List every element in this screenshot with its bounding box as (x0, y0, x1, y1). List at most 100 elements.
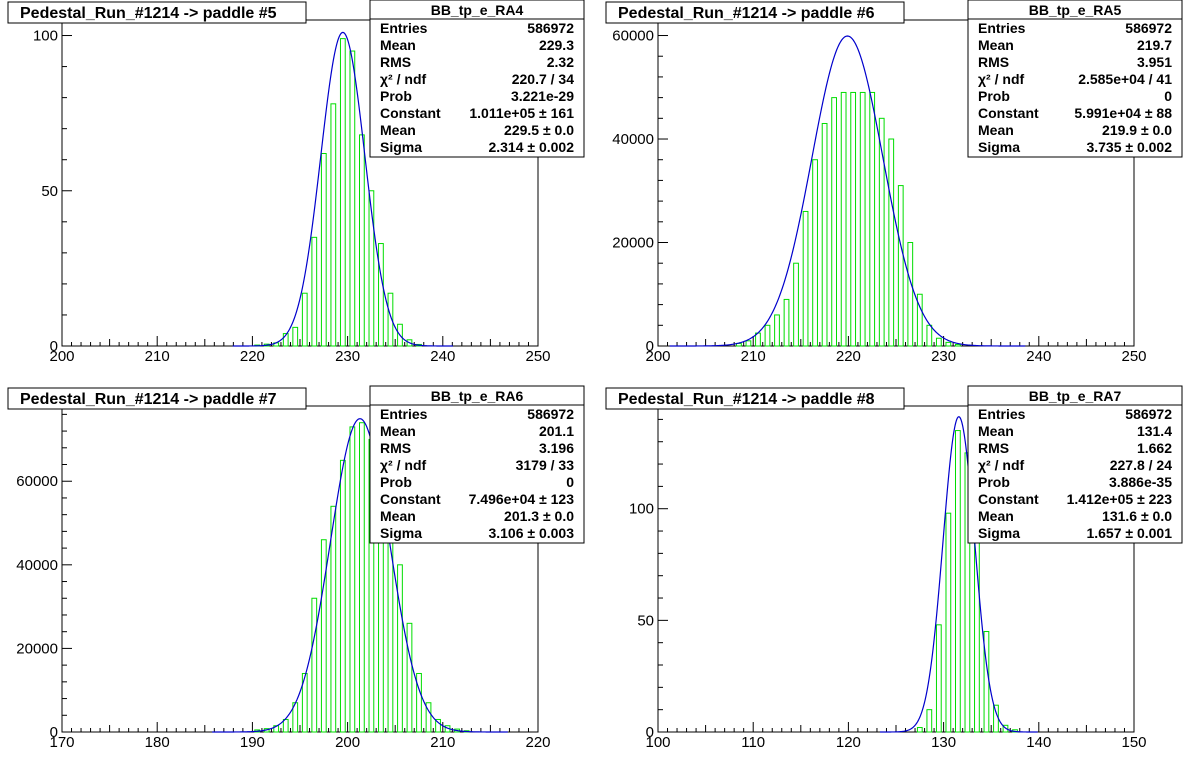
stats-label: Constant (978, 491, 1039, 507)
histogram-bar (425, 702, 432, 733)
stats-value: 201.1 (539, 423, 574, 439)
stats-label: RMS (978, 54, 1009, 70)
histogram-bar (1002, 724, 1009, 733)
histogram-bar (955, 343, 961, 347)
title-box (605, 1, 905, 24)
stats-label: χ² / ndf (380, 71, 426, 87)
stats-label: Mean (978, 423, 1014, 439)
stats-label: Mean (380, 37, 416, 53)
stats-box (369, 385, 585, 544)
stats-value: 586972 (1125, 20, 1172, 36)
x-tick-label: 240 (430, 348, 455, 365)
x-tick-label: 170 (49, 734, 74, 751)
histogram-panel-4: 100 110 120 130 140 150 0 50 100 Pedestal_Run_#12… (605, 385, 1183, 751)
gaussian-fit-curve (669, 35, 1026, 347)
histogram-bar (282, 333, 289, 347)
stats-label: RMS (380, 54, 411, 70)
stats-value: 3.951 (1137, 54, 1172, 70)
stats-value: 0 (1164, 88, 1172, 104)
histogram-bar (339, 38, 346, 347)
x-tick-label: 210 (741, 348, 766, 365)
title-box (7, 1, 307, 24)
stats-name: BB_tp_e_RA7 (1029, 388, 1122, 404)
stats-value: 201.3 ± 0.0 (504, 508, 574, 524)
stats-value: 2.314 ± 0.002 (488, 139, 574, 155)
title-box (605, 387, 905, 410)
y-tick-label: 20000 (16, 640, 58, 657)
histogram-bar (935, 624, 942, 733)
gaussian-fit-curve (879, 416, 1038, 733)
stats-value: 220.7 / 34 (512, 71, 574, 87)
plot-title: Pedestal_Run_#1214 -> paddle #7 (20, 391, 277, 408)
histogram-bar (292, 326, 299, 347)
histogram-bar (926, 324, 933, 347)
histogram-bar (916, 293, 923, 347)
histogram-bar (878, 117, 885, 347)
histogram-bar (416, 672, 422, 733)
x-tick-label: 220 (525, 734, 550, 751)
y-tick-label: 0 (646, 338, 654, 355)
stats-value: 586972 (1125, 406, 1172, 422)
title-box (7, 387, 307, 410)
x-tick-label: 130 (931, 734, 956, 751)
y-tick-label: 40000 (16, 557, 58, 574)
stats-label: RMS (978, 440, 1009, 456)
stats-value: 3179 / 33 (516, 457, 575, 473)
stats-value: 229.5 ± 0.0 (504, 122, 574, 138)
histogram-bar (359, 422, 365, 733)
stats-label: Sigma (978, 139, 1020, 155)
histogram-bar (945, 341, 952, 347)
histogram-bar (964, 452, 971, 733)
stats-label: χ² / ndf (380, 457, 426, 473)
x-tick-label: 220 (240, 348, 265, 365)
stats-value: 1.657 ± 0.001 (1086, 525, 1172, 541)
y-tick-label: 0 (50, 338, 58, 355)
histogram-bar (311, 597, 318, 733)
stats-value: 586972 (527, 20, 574, 36)
x-tick-label: 100 (645, 734, 670, 751)
histogram-bar (993, 704, 999, 733)
histogram-panel-3: 170 180 190 200 210 220 0 20000 40000 60000 Pedest… (7, 385, 585, 751)
histogram-bar (301, 672, 308, 733)
y-tick-label: 50 (41, 183, 58, 200)
x-tick-label: 250 (1121, 348, 1146, 365)
y-tick-label: 0 (646, 724, 654, 741)
y-tick-label: 60000 (16, 473, 58, 490)
histogram-bar (774, 314, 780, 347)
x-tick-label: 240 (1026, 348, 1051, 365)
x-tick-label: 230 (335, 348, 360, 365)
x-tick-label: 210 (145, 348, 170, 365)
histogram-bar (802, 210, 809, 347)
histogram-bar (368, 190, 375, 347)
stats-label: Mean (978, 37, 1014, 53)
histogram-bar (301, 292, 308, 347)
histogram-bar (869, 91, 876, 347)
histogram-bar (850, 91, 857, 347)
stats-label: χ² / ndf (978, 71, 1024, 87)
histogram-bar (916, 727, 923, 733)
stats-label: Entries (978, 20, 1026, 36)
stats-value: 131.6 ± 0.0 (1102, 508, 1172, 524)
stats-label: Mean (978, 122, 1014, 138)
stats-label: Mean (978, 508, 1014, 524)
histogram-bar (935, 337, 942, 347)
x-tick-label: 120 (836, 734, 861, 751)
histogram-bar (926, 709, 933, 733)
x-tick-label: 200 (645, 348, 670, 365)
stats-value: 7.496e+04 ± 123 (469, 491, 575, 507)
histogram-bar (406, 622, 413, 733)
histogram-bar (955, 430, 961, 733)
histogram-bar (397, 323, 403, 347)
x-tick-label: 140 (1026, 734, 1051, 751)
stats-value: 2.585e+04 / 41 (1078, 71, 1172, 87)
stats-value: 0 (566, 474, 574, 490)
gaussian-fit-curve (212, 418, 508, 733)
x-tick-label: 230 (931, 348, 956, 365)
stats-box (967, 385, 1183, 544)
histogram-bar (745, 340, 752, 347)
plot-title: Pedestal_Run_#1214 -> paddle #6 (618, 5, 875, 22)
stats-label: Mean (380, 122, 416, 138)
histogram-bar (349, 426, 356, 733)
stats-box (369, 0, 585, 158)
